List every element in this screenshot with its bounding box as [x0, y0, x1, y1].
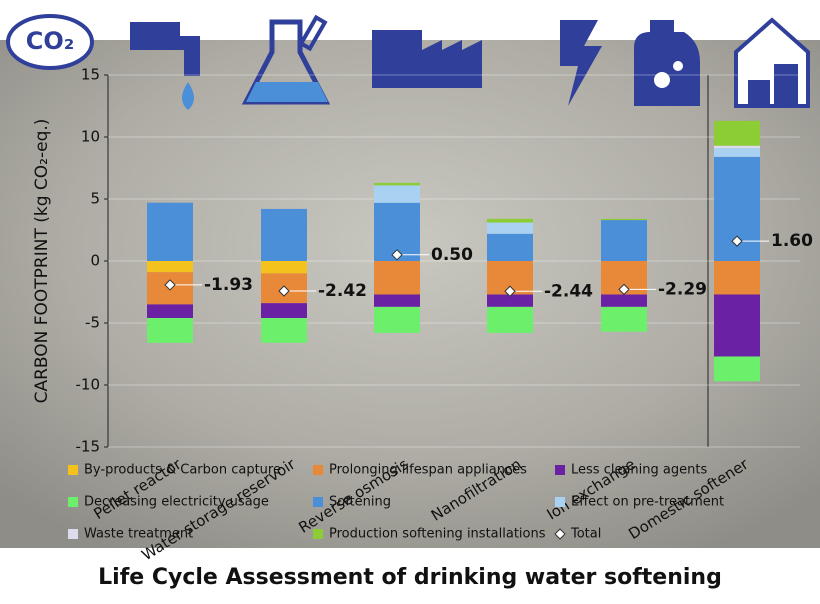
bar-segment — [487, 306, 533, 333]
bar-segment — [147, 318, 193, 343]
bar-segment — [601, 218, 647, 221]
total-label: 0.50 — [431, 245, 473, 265]
chart-title: Life Cycle Assessment of drinking water … — [98, 565, 722, 590]
legend-label: Prolonging lifespan appliances — [329, 463, 527, 478]
legend-swatch — [554, 528, 566, 540]
bottle-icon — [634, 20, 700, 106]
legend-label: Less cleaning agents — [571, 463, 707, 478]
total-marker — [391, 249, 403, 261]
total-label: -2.44 — [544, 281, 593, 301]
legend-swatch — [68, 529, 78, 539]
bar-segment — [374, 182, 420, 186]
family-icon — [748, 64, 798, 104]
co2-badge: CO₂ — [26, 27, 75, 55]
y-axis-label: CARBON FOOTPRINT (kg CO₂-eq.) — [32, 119, 52, 404]
bar-segment — [714, 261, 760, 295]
bar-segment — [374, 306, 420, 333]
legend-label: Total — [570, 527, 601, 542]
bar-segment — [147, 261, 193, 273]
legend-label: Effect on pre-treatment — [571, 495, 724, 510]
bar-segment — [714, 356, 760, 382]
bar-segment — [601, 294, 647, 307]
y-tick-label: 5 — [90, 190, 100, 208]
bar-segment — [487, 218, 533, 223]
legend-label: Decreasing electricity usage — [84, 495, 269, 510]
legend-swatch — [555, 497, 565, 507]
bar-segment — [374, 294, 420, 307]
y-tick-label: -15 — [76, 438, 101, 456]
bolt-icon — [560, 20, 602, 106]
bar-segment — [601, 306, 647, 332]
y-tick-label: 10 — [81, 128, 100, 146]
total-label: 1.60 — [771, 231, 813, 251]
bubble — [654, 72, 670, 88]
bar-segment — [714, 294, 760, 357]
bar-segment — [714, 120, 760, 146]
y-tick-label: -5 — [85, 314, 100, 332]
bar-segment — [374, 261, 420, 295]
bar-segment — [487, 222, 533, 234]
tap-icon — [130, 22, 200, 76]
icons: CO₂ — [6, 14, 810, 110]
total-marker — [504, 285, 516, 297]
legend-label: By-products & Carbon capture — [84, 463, 281, 478]
bar-segment — [487, 233, 533, 261]
legend-swatch — [68, 497, 78, 507]
title-band — [0, 548, 820, 600]
legend-swatch — [313, 465, 323, 475]
total-label: -1.93 — [204, 275, 253, 295]
total-marker — [618, 283, 630, 296]
bar-segment — [714, 148, 760, 157]
bar-segment — [261, 208, 307, 261]
bar-segment — [261, 261, 307, 274]
legend-label: Waste treatment — [84, 527, 193, 542]
tube-icon — [298, 14, 328, 52]
total-label: -2.29 — [658, 279, 707, 299]
bar-segment — [487, 294, 533, 307]
bar-segment — [147, 202, 193, 261]
bubble — [673, 61, 683, 71]
legend-swatch — [313, 497, 323, 507]
bar-segment — [374, 185, 420, 203]
legend-swatch — [68, 465, 78, 475]
legend-swatch — [555, 465, 565, 475]
bar-segment — [261, 303, 307, 319]
bar-segment — [261, 318, 307, 343]
bar-segment — [714, 145, 760, 149]
total-marker — [731, 235, 743, 247]
y-tick-label: 0 — [90, 252, 100, 270]
bar-segment — [601, 220, 647, 261]
legend-label: Softening — [329, 495, 391, 510]
co2-cloud — [6, 14, 94, 70]
drop-icon — [182, 82, 194, 110]
legend-swatch — [313, 529, 323, 539]
y-tick-label: 15 — [81, 66, 100, 84]
y-tick-label: -10 — [76, 376, 101, 394]
total-marker — [164, 279, 176, 291]
total-marker — [278, 285, 290, 297]
total-label: -2.42 — [318, 281, 367, 301]
flask-liquid — [246, 82, 328, 102]
legend-label: Production softening installations — [329, 527, 546, 542]
factory-icon — [372, 30, 482, 88]
bar-segment — [147, 304, 193, 319]
